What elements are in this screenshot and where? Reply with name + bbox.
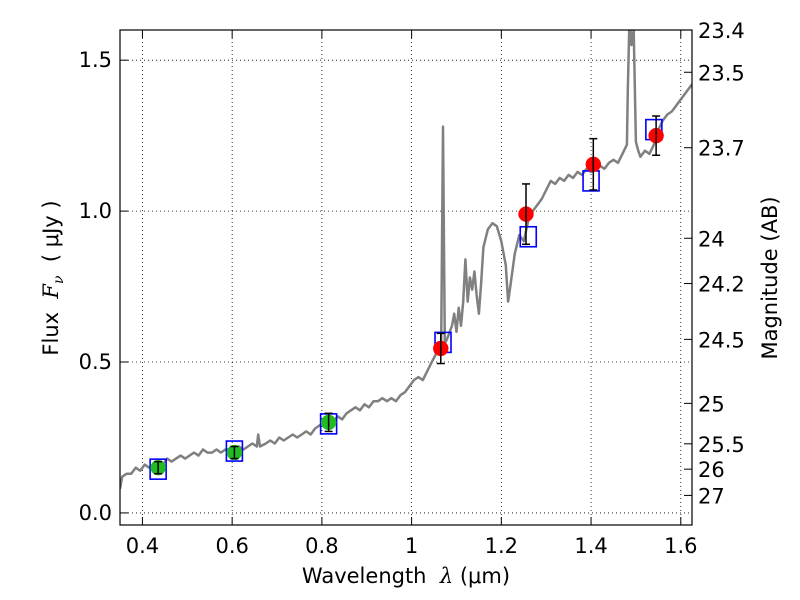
plot-area xyxy=(120,30,692,490)
x-tick-label: 0.6 xyxy=(215,534,248,558)
y2-tick-label: 25 xyxy=(698,392,725,416)
ticks: 0.4 0.6 0.8 1 1.2 1.4 1.6 0.0 0.5 1.0 1.5 23.4 23.5 2… xyxy=(79,19,745,558)
y2-tick-label: 25.5 xyxy=(698,433,745,457)
y-tick-label: 1.0 xyxy=(79,199,112,223)
y2-tick-label: 27 xyxy=(698,484,725,508)
x-tick-label: 1.6 xyxy=(664,534,697,558)
x-axis-title: Wavelength λ (μm) xyxy=(302,564,510,588)
x-tick-label: 1.2 xyxy=(485,534,518,558)
x-tick-label: 1.4 xyxy=(574,534,607,558)
y2-tick-label: 24.2 xyxy=(698,273,745,297)
x-tick-label: 0.8 xyxy=(305,534,338,558)
y2-tick-label: 23.4 xyxy=(698,19,745,43)
y2-tick-label: 24 xyxy=(698,227,725,251)
model-photometry-box xyxy=(149,458,167,480)
y2-axis-title: Magnitude (AB) xyxy=(758,196,782,359)
y2-tick-label: 23.5 xyxy=(698,61,745,85)
y2-tick-label: 24.5 xyxy=(698,328,745,352)
y2-tick-label: 26 xyxy=(698,458,725,482)
x-tick-label: 0.4 xyxy=(126,534,159,558)
y-tick-label: 1.5 xyxy=(79,48,112,72)
plot-frame xyxy=(119,29,693,526)
grid xyxy=(120,30,692,525)
model-photometry-box xyxy=(519,225,538,248)
y-axis-title: Flux Fν ( μJy ) xyxy=(39,200,67,355)
y2-tick-label: 23.7 xyxy=(698,137,745,161)
x-tick-label: 1 xyxy=(405,534,418,558)
y-tick-label: 0.0 xyxy=(79,501,112,525)
y-tick-label: 0.5 xyxy=(79,350,112,374)
model-photometry-box xyxy=(225,440,244,462)
